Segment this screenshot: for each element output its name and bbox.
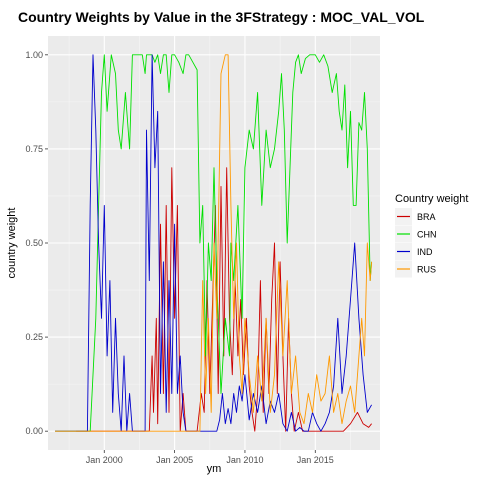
- x-tick-label: Jan 2010: [226, 455, 263, 465]
- series-line-ind: [55, 54, 372, 432]
- chart-title: Country Weights by Value in the 3FStrate…: [18, 9, 425, 25]
- x-axis-label: ym: [207, 463, 222, 475]
- y-tick-label: 0.75: [25, 144, 43, 154]
- x-axis: Jan 2000 Jan 2005 Jan 2010 Jan 2015: [86, 450, 334, 465]
- x-tick-label: Jan 2000: [86, 455, 123, 465]
- x-tick-label: Jan 2005: [156, 455, 193, 465]
- series-line-chn: [55, 54, 373, 432]
- x-tick-label: Jan 2015: [297, 455, 334, 465]
- y-tick-label: 0.25: [25, 332, 43, 342]
- legend-item-bra: BRA: [395, 208, 436, 225]
- y-tick-label: 0.50: [25, 238, 43, 248]
- legend-item-ind: IND: [395, 243, 433, 260]
- legend-item-chn: CHN: [395, 225, 437, 243]
- legend-label: IND: [417, 247, 433, 257]
- legend-items: BRA CHN IND RUS: [395, 208, 437, 278]
- y-axis-label: country weight: [6, 208, 18, 279]
- y-axis: 0.00 0.25 0.50 0.75 1.00: [25, 50, 48, 436]
- legend-title: Country weight: [395, 193, 468, 205]
- series-line-rus: [55, 54, 373, 432]
- series-layer: [55, 54, 373, 432]
- legend-label: RUS: [417, 265, 436, 275]
- legend-label: BRA: [417, 212, 436, 222]
- legend-item-rus: RUS: [395, 260, 436, 278]
- y-tick-label: 0.00: [25, 426, 43, 436]
- y-tick-label: 1.00: [25, 50, 43, 60]
- legend-label: CHN: [417, 230, 437, 240]
- legend: Country weight BRA CHN IND RUS: [395, 193, 468, 278]
